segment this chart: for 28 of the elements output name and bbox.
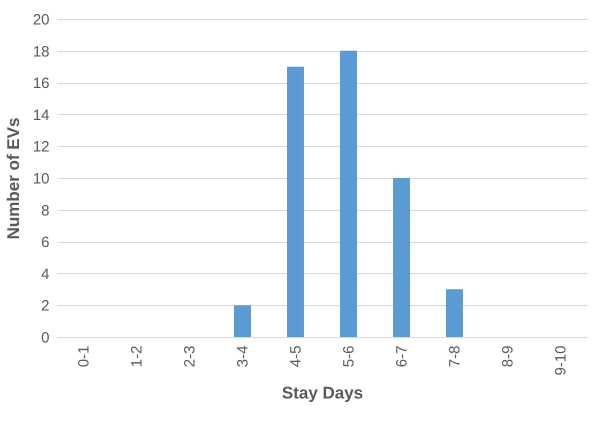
x-tick-label: 5-6 — [340, 346, 358, 368]
x-tick-label: 2-3 — [182, 346, 198, 368]
y-tick-label: 10 — [32, 170, 50, 188]
y-tick-label: 4 — [41, 266, 50, 283]
bar — [287, 66, 304, 337]
y-tick-label: 14 — [32, 106, 50, 124]
y-tick-label: 2 — [41, 298, 50, 315]
bar — [340, 50, 357, 337]
y-tick-label: 12 — [32, 138, 50, 156]
x-tick-label: 3-4 — [234, 346, 252, 368]
y-tick-label: 18 — [32, 43, 50, 60]
y-axis-title: Number of EVs — [4, 118, 23, 240]
x-tick-label: 4-5 — [288, 346, 304, 368]
x-tick-label: 7-8 — [446, 346, 464, 368]
y-tick-label: 8 — [41, 202, 50, 220]
x-tick-label: 0-1 — [76, 346, 92, 368]
x-tick-label: 8-9 — [500, 346, 516, 368]
x-axis-title: Stay Days — [282, 384, 364, 403]
bar — [446, 289, 463, 337]
y-tick-label: 20 — [32, 12, 50, 28]
x-tick-label: 1-2 — [128, 346, 146, 368]
y-tick-label: 0 — [41, 330, 50, 346]
y-tick-label: 16 — [32, 75, 50, 92]
bar — [234, 305, 251, 337]
x-tick-label: 6-7 — [394, 346, 410, 368]
bar — [393, 178, 410, 337]
y-tick-label: 6 — [41, 234, 50, 252]
x-tick-label: 9-10 — [552, 346, 570, 376]
